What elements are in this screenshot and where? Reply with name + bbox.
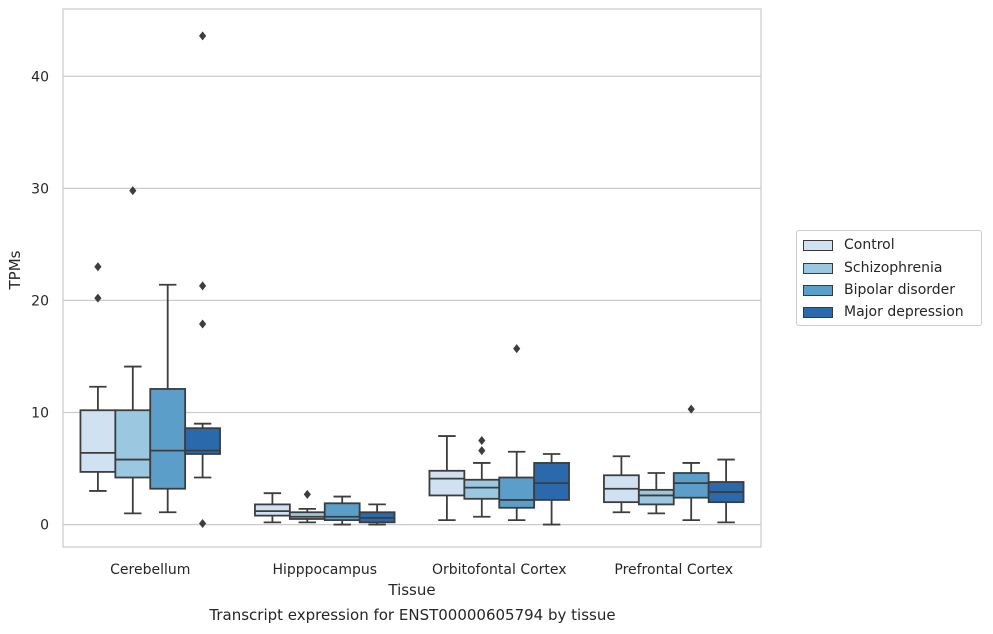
box-0-0 — [79, 262, 117, 492]
box-0-2 — [149, 283, 187, 514]
box-0-1 — [114, 186, 152, 515]
legend-swatch-control — [803, 239, 833, 251]
box-2-2 — [498, 344, 536, 521]
box-1-0 — [254, 492, 291, 524]
box-iqr — [428, 469, 466, 497]
box-2-1 — [463, 436, 501, 518]
x-tick-label-3: Prefrontal Cortex — [614, 562, 733, 578]
legend-item-bipolar-disorder: Bipolar disorder — [803, 281, 955, 299]
legend-label-bipolar-disorder: Bipolar disorder — [844, 282, 956, 298]
y-axis-ticks: 0 10 20 30 40 — [31, 69, 49, 533]
y-tick-label-30: 30 — [31, 181, 49, 197]
outlier-point-0 — [687, 404, 695, 414]
legend: Control Schizophrenia Bipolar disorder M… — [796, 230, 982, 326]
legend-swatch-major-depression — [803, 306, 833, 318]
box-0-3 — [184, 31, 221, 528]
y-tick-label-0: 0 — [40, 518, 49, 534]
outlier-point-1 — [94, 262, 102, 272]
box-iqr — [184, 427, 221, 455]
box-iqr — [254, 503, 291, 517]
box-1-3 — [358, 503, 396, 526]
legend-item-major-depression: Major depression — [803, 303, 964, 321]
box-iqr — [672, 472, 710, 499]
outlier-point-0 — [513, 344, 521, 354]
x-axis-ticks: Cerebellum Hipppocampus Orbitofontal Corte… — [110, 562, 733, 578]
outlier-point-0 — [94, 293, 102, 303]
box-iqr — [463, 478, 501, 500]
legend-swatch-bipolar-disorder — [803, 284, 833, 296]
box-3-2 — [672, 404, 710, 521]
box-3-0 — [603, 455, 640, 514]
x-tick-label-0: Cerebellum — [110, 562, 190, 578]
y-axis-label: TPMs — [6, 250, 24, 290]
box-1-1 — [288, 489, 326, 524]
legend-item-schizophrenia: Schizophrenia — [803, 259, 942, 277]
y-tick-label-40: 40 — [31, 69, 49, 85]
y-tick-label-20: 20 — [31, 293, 49, 309]
outlier-point-0 — [478, 446, 486, 456]
box-3-1 — [637, 472, 675, 515]
outlier-point-1 — [199, 319, 207, 329]
box-iqr — [533, 462, 570, 501]
outlier-point-0 — [303, 489, 311, 499]
x-axis-label: Tissue — [387, 581, 435, 599]
legend-label-schizophrenia: Schizophrenia — [844, 260, 943, 276]
legend-label-control: Control — [844, 237, 895, 253]
outlier-point-1 — [478, 436, 486, 446]
plot-area-frame — [62, 8, 762, 548]
outlier-point-0 — [199, 518, 207, 528]
x-tick-label-1: Hipppocampus — [272, 562, 377, 578]
box-2-3 — [533, 453, 570, 526]
legend-swatch-schizophrenia — [803, 262, 833, 274]
outlier-point-2 — [199, 281, 207, 291]
outlier-point-0 — [129, 186, 137, 196]
outlier-point-3 — [199, 31, 207, 41]
box-iqr — [79, 409, 117, 473]
box-3-3 — [707, 458, 745, 524]
y-tick-label-10: 10 — [31, 406, 49, 422]
figure-caption: Transcript expression for ENST0000060579… — [209, 606, 616, 624]
box-iqr — [288, 511, 326, 520]
box-iqr — [149, 388, 187, 490]
legend-item-control: Control — [803, 236, 895, 254]
box-iqr — [637, 488, 675, 506]
box-iqr — [114, 409, 152, 479]
box-2-0 — [428, 435, 466, 521]
boxes-layer — [79, 31, 745, 528]
box-iqr — [498, 476, 536, 509]
legend-label-major-depression: Major depression — [844, 304, 964, 320]
box-1-2 — [323, 495, 361, 526]
x-tick-label-2: Orbitofontal Cortex — [432, 562, 567, 578]
